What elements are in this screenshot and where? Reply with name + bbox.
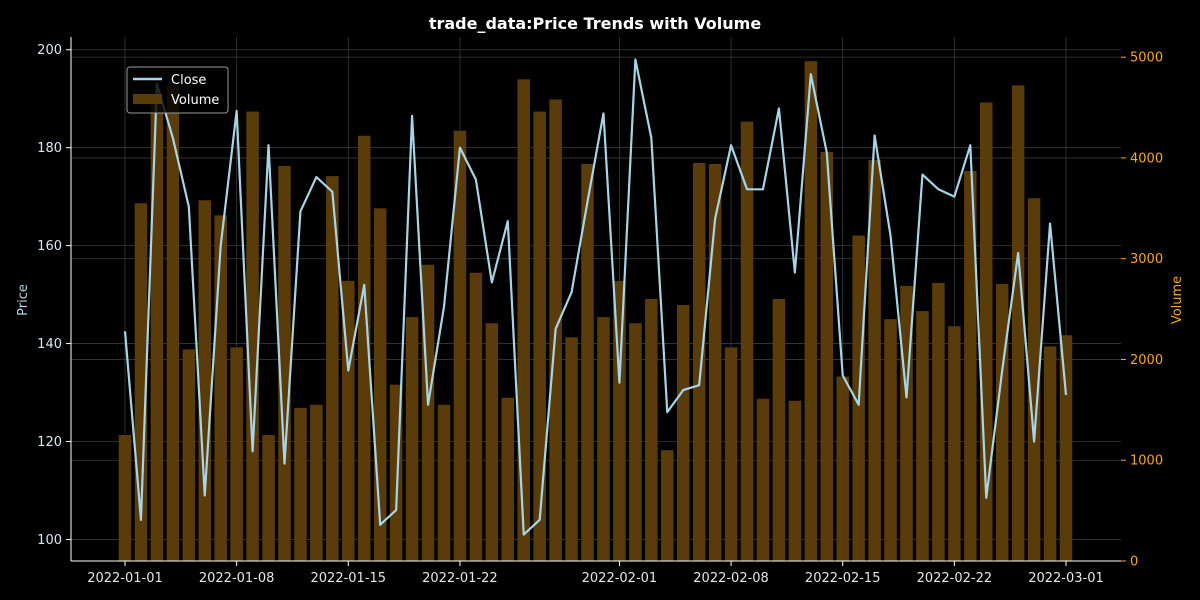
volume-bar [708, 163, 722, 561]
volume-bar [788, 400, 802, 561]
volume-bar [246, 111, 259, 562]
volume-bar [405, 317, 419, 561]
ticks: 1001201401601802000100020003000400050002… [37, 43, 1163, 586]
tick-label-y-left: 140 [37, 337, 62, 352]
tick-label-y-right: 2000 [1130, 353, 1163, 368]
tick-label-y-right: 3000 [1130, 252, 1163, 267]
tick-label-x: 2022-01-08 [199, 571, 275, 586]
volume-bar [1059, 335, 1073, 561]
tick-label-x: 2022-02-01 [582, 571, 658, 586]
tick-label-x: 2022-02-22 [917, 571, 993, 586]
volume-bar [692, 162, 706, 561]
grid [71, 37, 1121, 562]
volume-bar [469, 272, 483, 561]
volume-bar [166, 85, 180, 561]
volume-bar [294, 407, 307, 561]
tick-label-x: 2022-02-15 [805, 571, 881, 586]
volume-bar [581, 163, 594, 561]
volume-bar [1043, 346, 1057, 561]
volume-bar [198, 200, 211, 561]
volume-bar [517, 79, 530, 562]
close-line [123, 58, 1068, 536]
volume-bar [724, 347, 738, 561]
legend-close-label: Close [171, 73, 206, 88]
tick-label-y-left: 120 [37, 435, 62, 450]
volume-bar [485, 323, 499, 561]
tick-label-y-right: 5000 [1130, 51, 1163, 66]
volume-bar [884, 319, 897, 561]
y-axis-label-right: Volume [1170, 276, 1185, 324]
volume-bar [932, 282, 945, 561]
axes [70, 37, 1121, 562]
volume-bar [357, 135, 371, 561]
y-axis-label-left: Price [16, 284, 31, 316]
volume-bar [437, 404, 451, 561]
tick-label-x: 2022-01-22 [422, 571, 498, 586]
volume-bar [597, 317, 610, 561]
volume-bar [565, 337, 578, 561]
volume-bar [804, 61, 818, 561]
volume-bar [262, 435, 275, 561]
tick-label-y-right: 1000 [1130, 454, 1163, 469]
volume-bar [182, 349, 196, 561]
volume-bar [772, 299, 786, 561]
volume-bar [820, 151, 834, 561]
tick-label-y-left: 200 [37, 43, 62, 58]
volume-bar [645, 299, 658, 561]
volume-bar [613, 280, 626, 561]
volume-bar [310, 404, 323, 561]
volume-bar [1027, 198, 1041, 561]
close-line-path [123, 58, 1068, 536]
volume-bars [118, 61, 1073, 562]
volume-bar [533, 111, 546, 562]
volume-bar [453, 130, 467, 561]
volume-bar [118, 435, 132, 561]
tick-label-y-right: 4000 [1130, 151, 1163, 166]
volume-bar [326, 176, 339, 562]
volume-bar [661, 450, 674, 561]
tick-label-y-left: 180 [37, 141, 62, 156]
volume-bar [964, 171, 977, 561]
volume-bar [868, 159, 881, 561]
volume-bar [676, 305, 690, 561]
volume-bar [1011, 85, 1025, 561]
volume-bar [230, 347, 243, 561]
legend-volume-swatch [133, 94, 162, 104]
tick-label-x: 2022-03-01 [1028, 571, 1104, 586]
legend: Close Volume [126, 66, 229, 114]
tick-label-y-left: 160 [37, 239, 62, 254]
tick-label-x: 2022-01-01 [87, 571, 163, 586]
chart-title: trade_data:Price Trends with Volume [429, 14, 762, 33]
volume-bar [995, 283, 1009, 561]
tick-label-x: 2022-02-08 [693, 571, 769, 586]
tick-label-y-left: 100 [37, 533, 62, 548]
volume-bar [150, 101, 164, 561]
volume-bar [278, 165, 291, 561]
volume-bar [501, 397, 515, 561]
legend-volume-label: Volume [171, 93, 219, 108]
volume-bar [916, 311, 929, 561]
volume-bar [373, 208, 387, 562]
tick-label-x: 2022-01-15 [311, 571, 387, 586]
volume-bar [948, 326, 961, 561]
volume-bar [756, 398, 770, 561]
volume-bar [214, 215, 227, 561]
volume-bar [836, 376, 849, 561]
tick-label-y-right: 0 [1130, 555, 1138, 570]
volume-bar [740, 121, 754, 562]
volume-bar [629, 323, 642, 561]
